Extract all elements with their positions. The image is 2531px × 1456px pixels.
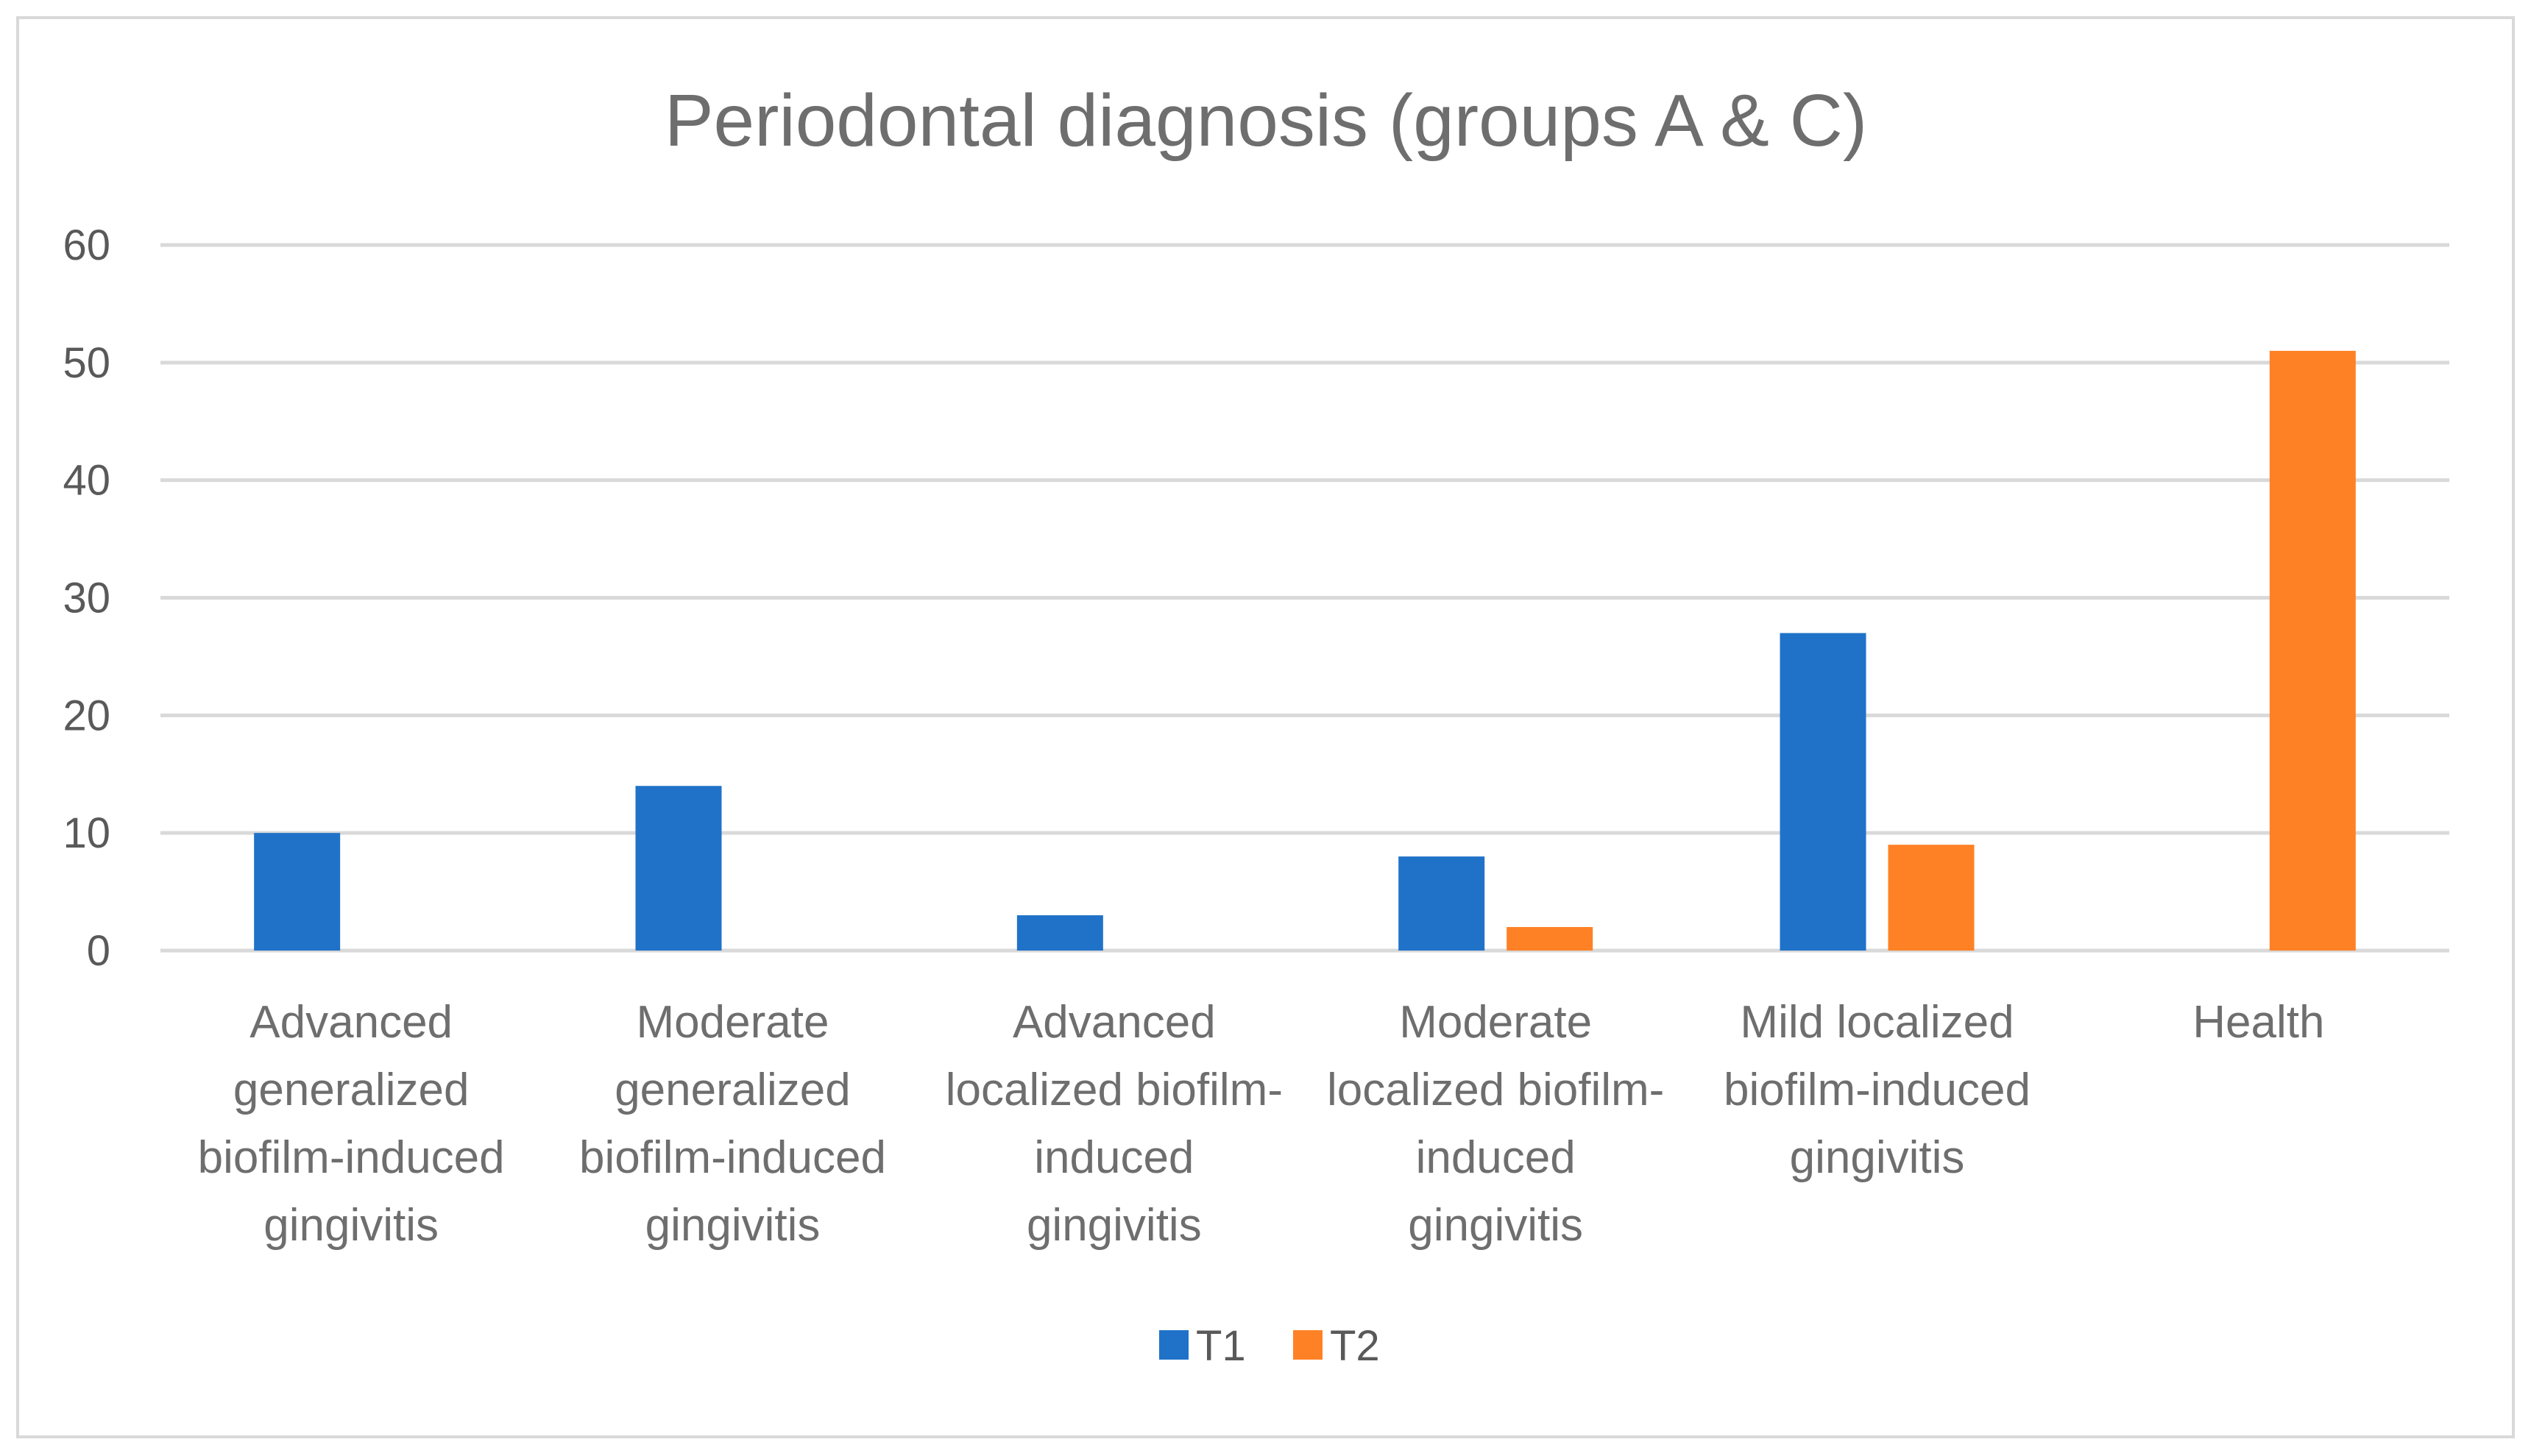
- legend-swatch-t2: [1293, 1330, 1323, 1360]
- y-axis-ticks: 0 10 20 30 40 50 60: [63, 221, 110, 975]
- x-tick-label: localized biofilm-: [946, 1065, 1283, 1115]
- bar-t2-cat5: [1888, 845, 1975, 951]
- gridlines: [160, 243, 2449, 953]
- x-tick-label: Moderate: [637, 997, 829, 1048]
- chart-title: Periodontal diagnosis (groups A & C): [665, 79, 1867, 162]
- x-tick-label: biofilm-induced: [579, 1132, 886, 1183]
- x-tick-label: induced: [1416, 1132, 1576, 1183]
- y-tick-label: 50: [63, 339, 110, 387]
- x-tick-label: gingivitis: [1027, 1200, 1202, 1251]
- y-tick-label: 60: [63, 221, 110, 269]
- y-tick-label: 30: [63, 575, 110, 622]
- bar-t2-cat4: [1507, 927, 1593, 951]
- x-axis-ticks: Advanced generalized biofilm-induced gingiv…: [198, 997, 2325, 1251]
- x-tick-label: induced: [1034, 1132, 1194, 1183]
- bar-t1-cat5: [1780, 633, 1866, 951]
- x-tick-label: gingivitis: [1408, 1200, 1583, 1251]
- x-tick-label: biofilm-induced: [198, 1132, 505, 1183]
- bars: [254, 350, 2356, 951]
- x-tick-label: gingivitis: [645, 1200, 821, 1251]
- y-tick-label: 0: [87, 927, 110, 975]
- legend-label-t2: T2: [1330, 1322, 1380, 1370]
- x-tick-label: Advanced: [249, 997, 453, 1048]
- bar-t1-cat4: [1398, 856, 1485, 951]
- y-tick-label: 40: [63, 457, 110, 505]
- x-tick-label: Health: [2192, 997, 2324, 1048]
- x-tick-label: Moderate: [1399, 997, 1592, 1048]
- x-tick-label: Advanced: [1013, 997, 1216, 1048]
- x-tick-label: gingivitis: [1790, 1132, 1965, 1183]
- bar-t1-cat3: [1016, 915, 1103, 951]
- legend-swatch-t1: [1159, 1330, 1189, 1360]
- x-tick-label: localized biofilm-: [1327, 1065, 1664, 1115]
- legend-label-t1: T1: [1196, 1322, 1246, 1370]
- y-tick-label: 10: [63, 809, 110, 857]
- x-tick-label: generalized: [615, 1065, 851, 1115]
- x-tick-label: biofilm-induced: [1724, 1065, 2031, 1115]
- x-tick-label: Mild localized: [1740, 997, 2014, 1048]
- bar-t2-cat6: [2269, 350, 2356, 951]
- y-tick-label: 20: [63, 692, 110, 739]
- chart-frame: [16, 16, 2515, 1438]
- x-tick-label: gingivitis: [263, 1200, 439, 1251]
- legend: T1 T2: [1159, 1322, 1380, 1370]
- bar-t1-cat2: [635, 786, 722, 951]
- bar-t1-cat1: [254, 833, 341, 951]
- x-tick-label: generalized: [233, 1065, 470, 1115]
